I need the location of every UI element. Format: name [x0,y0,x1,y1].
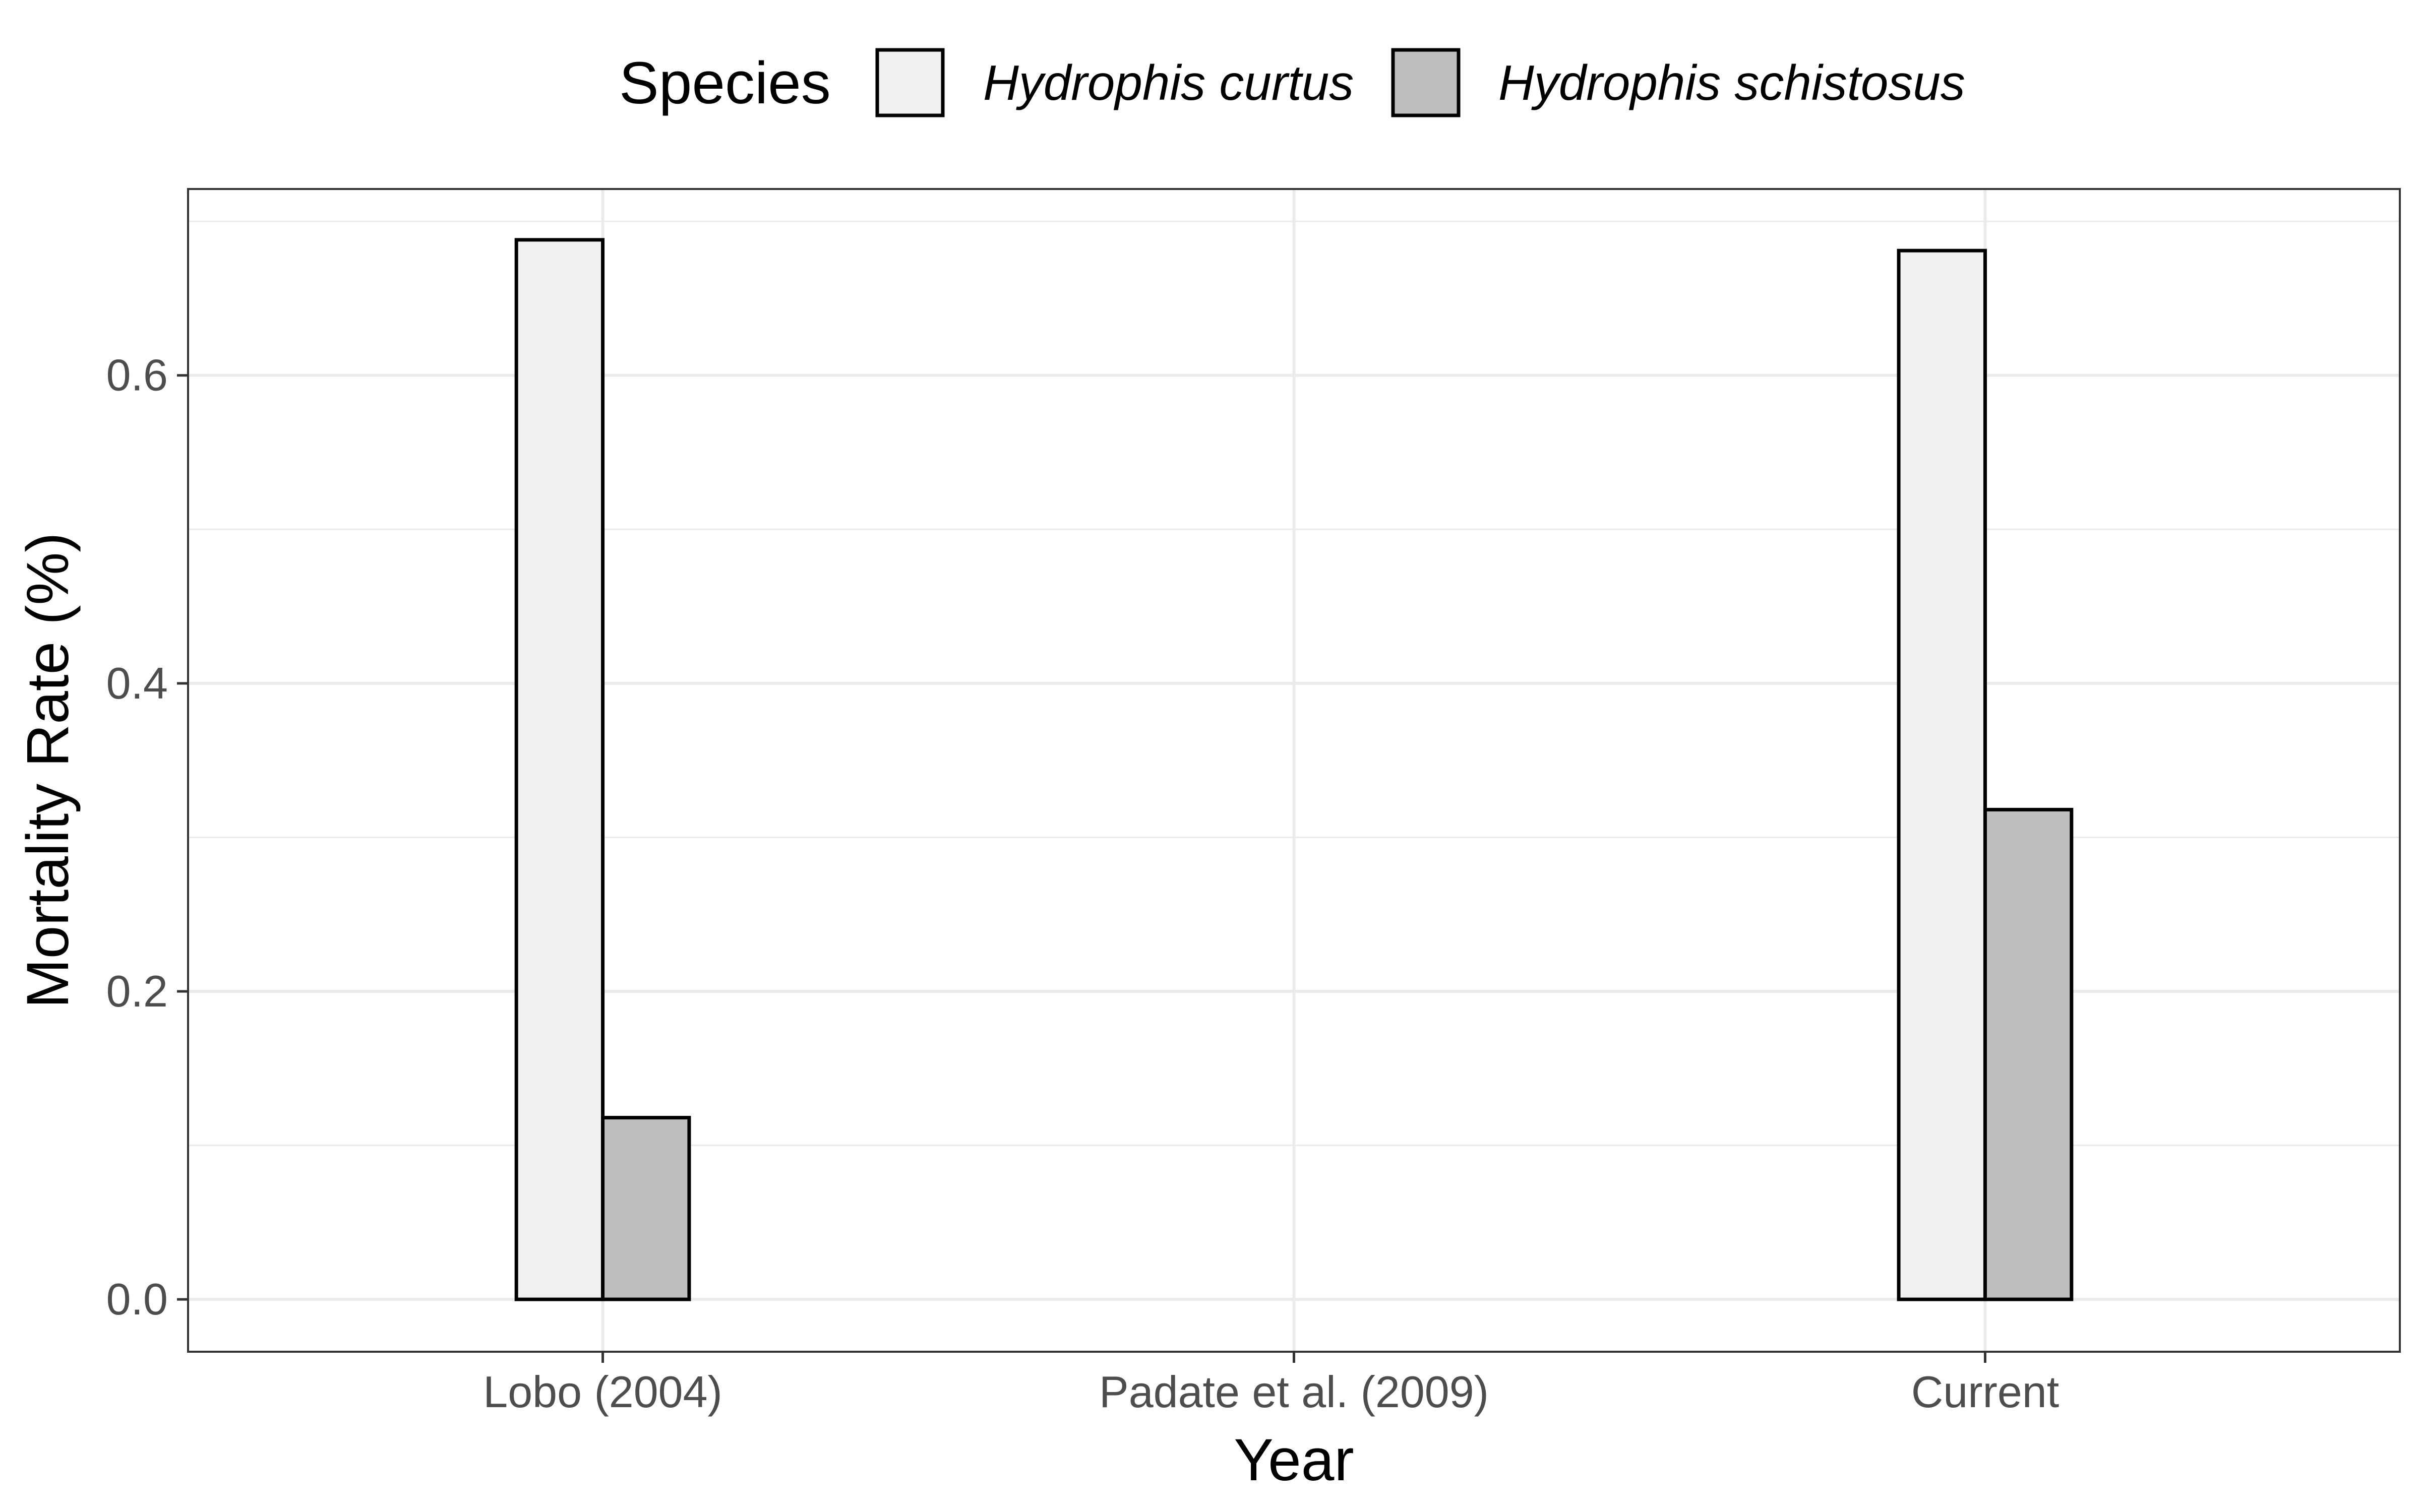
y-tick-label: 0.2 [106,966,168,1016]
bar-hydrophis-curtus-3 [1897,248,1987,1301]
legend-label-hydrophis-curtus: Hydrophis curtus [983,55,1354,110]
y-axis-title: Mortality Rate (%) [15,532,81,1008]
bar-hydrophis-schistosus-1 [601,1116,691,1301]
legend: Species Hydrophis curtus Hydrophis schis… [619,48,1965,117]
y-tick-label: 0.0 [106,1274,168,1324]
legend-title: Species [619,50,831,116]
x-tick-label: Lobo (2004) [483,1367,722,1417]
y-tick-label: 0.6 [106,350,168,400]
bar-hydrophis-curtus-1 [514,238,605,1301]
y-tick-label: 0.4 [106,658,168,708]
legend-label-hydrophis-schistosus: Hydrophis schistosus [1498,55,1965,110]
bars [514,238,2074,1301]
legend-key-hydrophis-schistosus [1391,48,1461,117]
legend-key-hydrophis-curtus [875,48,945,117]
x-tick-label: Current [1911,1367,2059,1417]
x-tick-label: Padate et al. (2009) [1099,1367,1489,1417]
bar-hydrophis-schistosus-3 [1983,807,2074,1301]
axes: 0.0 0.2 0.4 0.6 Lobo (2004) Padate et al. (20… [106,350,2060,1417]
x-axis-title: Year [1234,1427,1354,1493]
